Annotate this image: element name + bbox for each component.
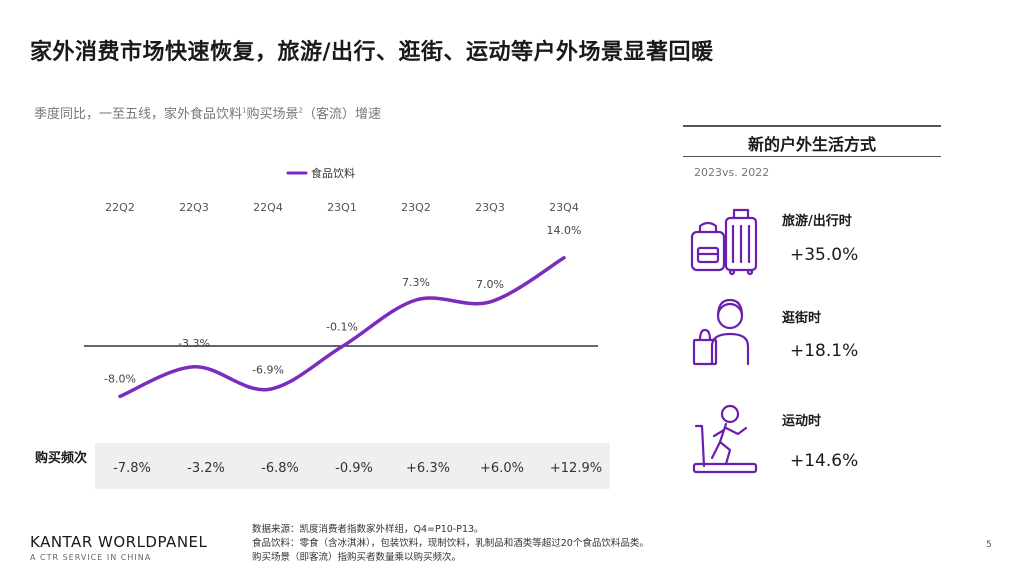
data-label: 7.3%	[402, 276, 430, 289]
footnote-definition: 食品饮料：零食（含冰淇淋），包装饮料，现制饮料，乳制品和酒类等超过20个食品饮料…	[252, 538, 649, 549]
luggage-icon	[690, 208, 758, 276]
panel-period: 2023vs. 2022	[694, 166, 770, 179]
legend-label: 食品饮料	[311, 166, 355, 180]
quarter-label: 22Q2	[105, 201, 135, 214]
data-label: -8.0%	[104, 372, 136, 385]
scene-value-shopping: +18.1%	[790, 341, 859, 361]
treadmill-icon	[692, 404, 758, 474]
quarter-label: 22Q4	[253, 201, 283, 214]
data-label: -3.3%	[178, 337, 210, 350]
scene-name-sports: 运动时	[782, 414, 822, 429]
footnote-occasion: 购买场景（即客流）指购买者数量乘以购买频次。	[252, 552, 462, 563]
frequency-value: -0.9%	[335, 461, 373, 476]
data-label: -0.1%	[326, 321, 358, 334]
footnote-source: 数据来源：凯度消费者指数家外样组，Q4=P10-P13。	[252, 524, 484, 535]
frequency-value: +6.3%	[406, 461, 450, 476]
frequency-value: -6.8%	[261, 461, 299, 476]
frequency-value: +6.0%	[480, 461, 524, 476]
scene-name-travel: 旅游/出行时	[782, 214, 852, 229]
quarter-label: 23Q4	[549, 201, 579, 214]
scene-value-sports: +14.6%	[790, 451, 859, 471]
shopper-icon	[692, 298, 750, 366]
brand-logo: KANTAR WORLDPANEL	[30, 533, 208, 551]
panel-title: 新的户外生活方式	[747, 135, 876, 154]
scene-name-shopping: 逛街时	[782, 311, 822, 326]
frequency-value: +12.9%	[550, 461, 602, 476]
page-number: 5	[986, 540, 992, 550]
frequency-band	[95, 443, 610, 489]
quarter-label: 23Q1	[327, 201, 357, 214]
chart-subtitle: 季度同比，一至五线，家外食品饮料1购买场景2（客流）增速	[34, 106, 381, 122]
page-title: 家外消费市场快速恢复，旅游/出行、逛街、运动等户外场景显著回暖	[30, 40, 714, 65]
data-label: 7.0%	[476, 278, 504, 291]
frequency-row-label: 购买频次	[34, 451, 87, 466]
panel-top-rule	[683, 125, 941, 127]
series-line-food-beverage	[118, 256, 566, 399]
growth-line-chart: 食品饮料 22Q2 22Q3 22Q4 23Q1 23Q2 23Q3 23Q4 -8.0% -3.…	[84, 166, 602, 476]
quarter-label: 22Q3	[179, 201, 209, 214]
quarter-label: 23Q3	[475, 201, 505, 214]
quarter-label: 23Q2	[401, 201, 431, 214]
footnotes: 数据来源：凯度消费者指数家外样组，Q4=P10-P13。 食品饮料：零食（含冰淇…	[252, 523, 649, 565]
data-label: -6.9%	[252, 363, 284, 376]
panel-mid-rule	[683, 156, 941, 157]
scene-value-travel: +35.0%	[790, 245, 859, 265]
frequency-value: -3.2%	[187, 461, 225, 476]
data-label: 14.0%	[547, 224, 582, 237]
frequency-value: -7.8%	[113, 461, 151, 476]
brand-logo-subtitle: A CTR SERVICE IN CHINA	[30, 553, 152, 562]
